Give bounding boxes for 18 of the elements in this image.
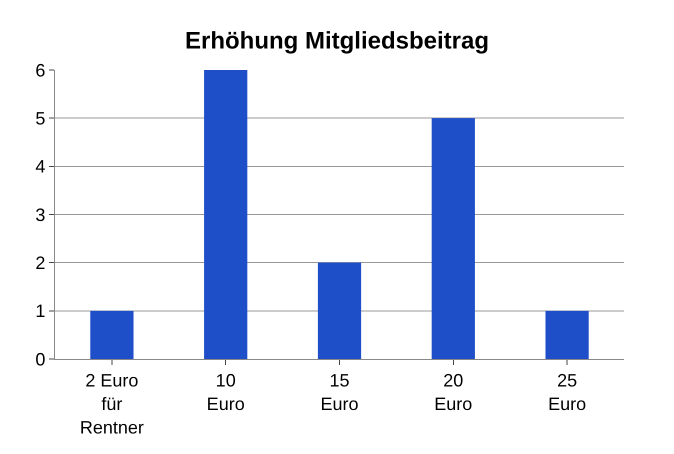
bar	[204, 70, 248, 359]
bar	[432, 118, 475, 359]
y-tick-label: 4	[35, 156, 46, 177]
chart-title: Erhöhung Mitgliedsbeitrag	[185, 28, 489, 55]
bar	[545, 310, 589, 359]
bar	[90, 310, 134, 359]
y-tick-label: 5	[35, 108, 46, 128]
y-tick-label: 6	[35, 60, 46, 80]
x-tick-label: 15 Euro	[320, 370, 359, 414]
y-tick-label: 2	[35, 252, 46, 273]
x-tick-label: 2 Euro für Rentner	[80, 370, 144, 438]
x-tick-label: 10 Euro	[206, 370, 245, 414]
y-tick-label: 3	[35, 204, 46, 225]
x-tick-label: 25 Euro	[548, 370, 586, 414]
y-tick-label: 0	[35, 349, 46, 370]
bar	[318, 262, 362, 359]
x-tick-label: 20 Euro	[434, 370, 472, 414]
y-tick-label: 1	[35, 301, 46, 322]
